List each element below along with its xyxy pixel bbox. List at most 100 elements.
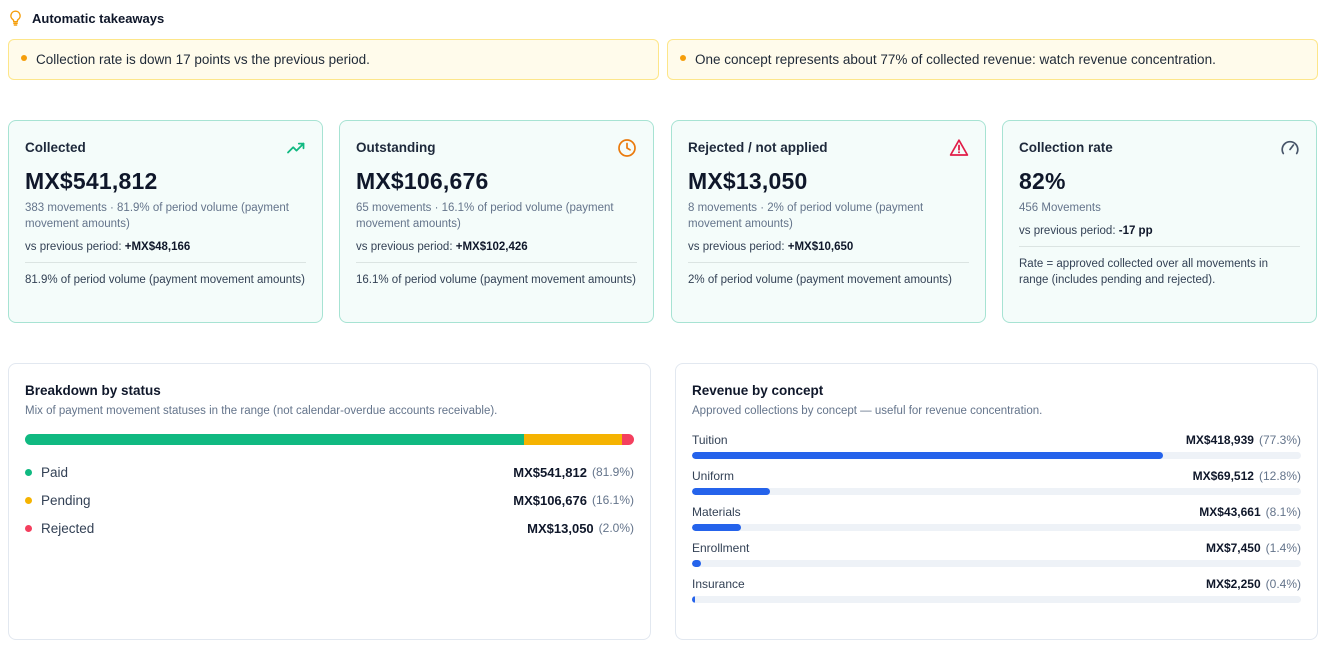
concept-bar-track (692, 560, 1301, 567)
status-legend: Paid MX$541,812 (81.9%) Pending MX$106,6… (25, 458, 634, 542)
kpi-comparison: vs previous period: +MX$10,650 (688, 239, 969, 255)
revenue-by-concept-panel: Revenue by concept Approved collections … (675, 363, 1318, 640)
kpi-value: MX$106,676 (356, 168, 489, 194)
divider (688, 262, 969, 263)
kpi-subtext: 65 movements · 16.1% of period volume (p… (356, 202, 614, 230)
bullet-dot-icon (21, 54, 27, 61)
kpi-title: Rejected / not applied (688, 140, 828, 155)
kpi-note: Rate = approved collected over all movem… (1019, 258, 1268, 286)
kpi-card-collection-rate: Collection rate 82% 456 Movements vs pre… (1002, 120, 1317, 323)
concept-label: Enrollment (692, 541, 750, 555)
concept-bar-track (692, 596, 1301, 603)
kpi-comparison-label: vs previous period: (356, 241, 453, 253)
concept-percent: (12.8%) (1258, 469, 1301, 483)
concept-value: MX$69,512 (1192, 469, 1254, 483)
panel-title: Revenue by concept (692, 383, 824, 398)
kpi-comparison: vs previous period: +MX$102,426 (356, 239, 637, 255)
concept-bar-track (692, 524, 1301, 531)
panel-subtitle: Mix of payment movement statuses in the … (25, 405, 498, 417)
legend-percent: (81.9%) (591, 465, 634, 479)
legend-percent: (16.1%) (591, 493, 634, 507)
stacked-bar-segment-rejected (621, 434, 634, 445)
kpi-comparison-value: +MX$48,166 (124, 241, 191, 253)
legend-label: Rejected (41, 520, 95, 536)
legend-value: MX$541,812 (513, 464, 587, 480)
takeaway-alert: Collection rate is down 17 points vs the… (8, 39, 659, 80)
legend-label: Pending (41, 492, 91, 508)
concept-row-enrollment: Enrollment MX$7,450 (1.4%) (692, 541, 1301, 567)
takeaways-header: Automatic takeaways (9, 8, 164, 28)
divider (356, 262, 637, 263)
lightbulb-icon (10, 10, 21, 26)
concept-percent: (77.3%) (1258, 433, 1301, 447)
legend-dot-icon (25, 496, 32, 504)
concept-label: Tuition (692, 433, 728, 447)
kpi-comparison-label: vs previous period: (1019, 225, 1116, 237)
takeaway-alert: One concept represents about 77% of coll… (667, 39, 1318, 80)
kpi-value: MX$13,050 (688, 168, 808, 194)
concept-bar-track (692, 452, 1301, 459)
kpi-comparison: vs previous period: +MX$48,166 (25, 239, 306, 255)
legend-value: MX$106,676 (513, 492, 587, 508)
legend-dot-icon (25, 468, 32, 476)
legend-percent: (2.0%) (598, 521, 634, 535)
kpi-card-outstanding: Outstanding MX$106,676 65 movements · 16… (339, 120, 654, 323)
kpi-note: 2% of period volume (payment movement am… (688, 274, 952, 286)
legend-label: Paid (41, 464, 69, 480)
panel-subtitle: Approved collections by concept — useful… (692, 405, 1043, 417)
concept-percent: (0.4%) (1265, 577, 1301, 591)
kpi-value: 82% (1019, 168, 1066, 194)
legend-value: MX$13,050 (527, 520, 594, 536)
concept-label: Uniform (692, 469, 735, 483)
concept-row-insurance: Insurance MX$2,250 (0.4%) (692, 577, 1301, 603)
divider (25, 262, 306, 263)
kpi-comparison: vs previous period: -17 pp (1019, 223, 1300, 239)
legend-dot-icon (25, 524, 32, 532)
concept-bar-fill (692, 596, 695, 603)
concept-bar-track (692, 488, 1301, 495)
takeaway-text: Collection rate is down 17 points vs the… (36, 52, 370, 67)
kpi-comparison-value: +MX$102,426 (455, 241, 528, 253)
kpi-subtext: 383 movements · 81.9% of period volume (… (25, 202, 289, 230)
trending-up-icon (287, 142, 305, 154)
kpi-subtext: 8 movements · 2% of period volume (payme… (688, 202, 924, 230)
concept-value: MX$7,450 (1205, 541, 1261, 555)
kpi-comparison-value: +MX$10,650 (787, 241, 854, 253)
status-breakdown-panel: Breakdown by status Mix of payment movem… (8, 363, 651, 640)
takeaways-title: Automatic takeaways (32, 10, 165, 26)
kpi-comparison-value: -17 pp (1118, 225, 1153, 237)
kpi-card-collected: Collected MX$541,812 383 movements · 81.… (8, 120, 323, 323)
kpi-comparison-label: vs previous period: (688, 241, 785, 253)
takeaway-text: One concept represents about 77% of coll… (695, 52, 1216, 67)
legend-row-paid: Paid MX$541,812 (81.9%) (25, 458, 634, 486)
concept-bar-fill (692, 452, 1163, 459)
legend-row-rejected: Rejected MX$13,050 (2.0%) (25, 514, 634, 542)
panel-title: Breakdown by status (25, 383, 161, 398)
concept-percent: (1.4%) (1265, 541, 1301, 555)
kpi-card-rejected: Rejected / not applied MX$13,050 8 movem… (671, 120, 986, 323)
bullet-dot-icon (680, 54, 686, 61)
concept-row-uniform: Uniform MX$69,512 (12.8%) (692, 469, 1301, 495)
kpi-note: 81.9% of period volume (payment movement… (25, 274, 305, 286)
kpi-subtext: 456 Movements (1019, 202, 1101, 214)
concept-bar-fill (692, 488, 770, 495)
kpi-comparison-label: vs previous period: (25, 241, 122, 253)
concept-bar-fill (692, 560, 701, 567)
kpi-title: Collected (25, 140, 86, 155)
concept-bar-fill (692, 524, 742, 531)
concept-value: MX$43,661 (1199, 505, 1261, 519)
kpi-title: Outstanding (356, 140, 436, 155)
concept-list: Tuition MX$418,939 (77.3%) Uniform MX$69,51… (692, 433, 1301, 603)
concept-label: Materials (692, 505, 741, 519)
gauge-icon (1281, 140, 1299, 155)
concept-row-tuition: Tuition MX$418,939 (77.3%) (692, 433, 1301, 459)
concept-percent: (8.1%) (1265, 505, 1301, 519)
kpi-value: MX$541,812 (25, 168, 158, 194)
status-stacked-bar (25, 434, 634, 445)
legend-row-pending: Pending MX$106,676 (16.1%) (25, 486, 634, 514)
divider (1019, 246, 1300, 247)
clock-icon (618, 139, 636, 157)
concept-value: MX$418,939 (1185, 433, 1254, 447)
warning-icon (949, 139, 969, 156)
concept-row-materials: Materials MX$43,661 (8.1%) (692, 505, 1301, 531)
